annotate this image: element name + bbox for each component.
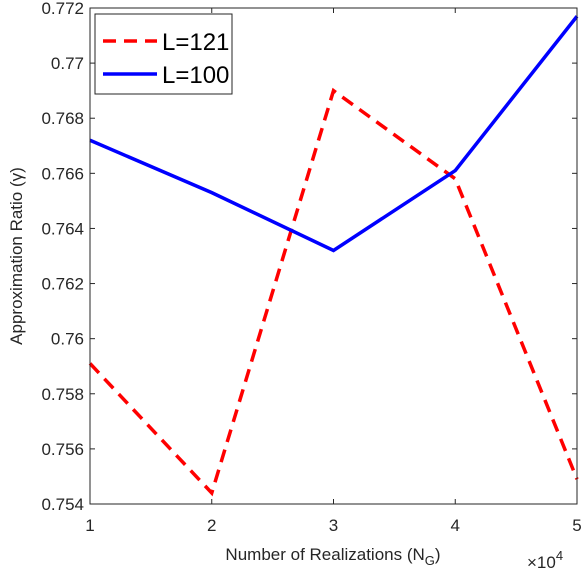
y-tick-label: 0.76	[51, 330, 84, 349]
legend-label-l100: L=100	[162, 62, 229, 89]
y-tick-label: 0.754	[41, 495, 84, 514]
y-tick-label: 0.758	[41, 385, 84, 404]
x-tick-label: 2	[207, 516, 216, 535]
legend-label-l121: L=121	[162, 29, 229, 56]
y-tick-labels: 0.754 0.756 0.758 0.76 0.762 0.764 0.766 0.768 0…	[41, 0, 84, 514]
x-axis-label: Number of Realizations (NG)	[225, 545, 440, 568]
y-tick-label: 0.768	[41, 109, 84, 128]
y-tick-label: 0.762	[41, 275, 84, 294]
series-line-l121	[88, 87, 579, 497]
x-tick-label: 5	[572, 516, 581, 535]
x-axis-label-subscript: G	[425, 553, 435, 568]
y-tick-label: 0.772	[41, 0, 84, 18]
y-tick-label: 0.764	[41, 219, 84, 238]
legend-box	[94, 13, 233, 95]
x-axis-label-suffix: )	[435, 545, 441, 564]
x-tick-labels: 1 2 3 4 5	[85, 516, 581, 535]
y-axis-label: Approximation Ratio (γ)	[7, 167, 26, 345]
x-tick-label: 1	[85, 516, 94, 535]
y-tick-label: 0.766	[41, 164, 84, 183]
y-tick-label: 0.756	[41, 440, 84, 459]
x-multiplier-exponent: 4	[556, 548, 563, 563]
series-line-l100	[89, 15, 579, 253]
x-tick-label: 3	[329, 516, 338, 535]
series-layer	[88, 15, 579, 497]
x-tick-label: 4	[451, 516, 460, 535]
y-tick-label: 0.77	[51, 54, 84, 73]
x-multiplier: ×104	[527, 548, 563, 572]
legend: L=121 L=100	[94, 13, 233, 95]
plot-frame	[89, 7, 578, 505]
